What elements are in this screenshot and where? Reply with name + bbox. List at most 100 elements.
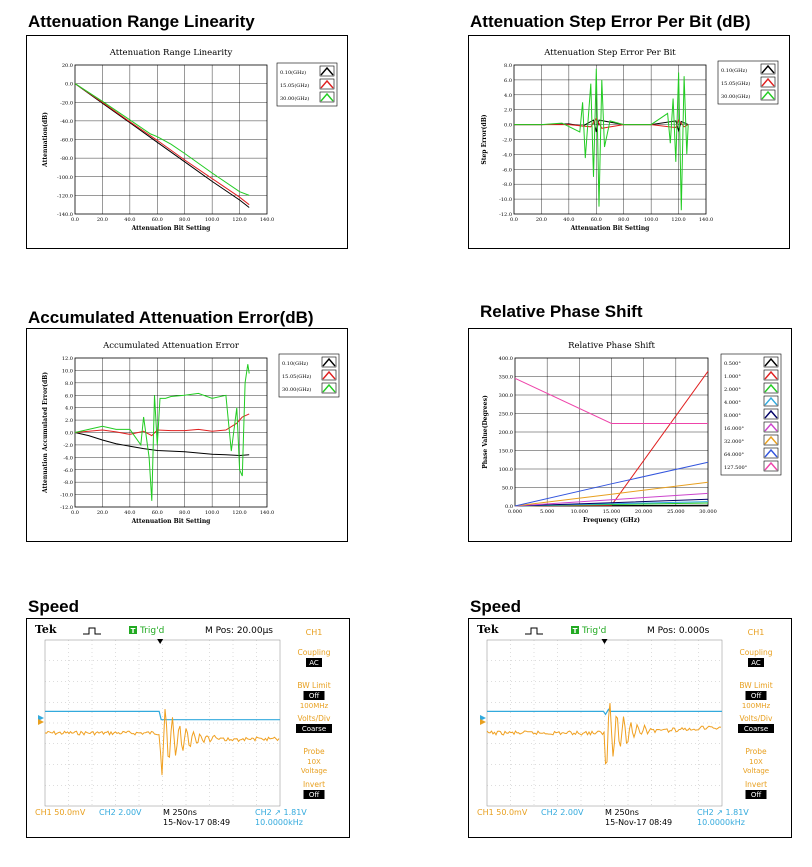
- legend-swatch-box: [321, 356, 337, 368]
- legend: 0.10(GHz) 15.05(GHz) 30.00(GHz): [276, 62, 338, 107]
- trigger-level: CH2 ↗ 1.81V: [255, 808, 307, 817]
- menu-item-value: Off: [751, 791, 762, 799]
- menu-item-label: Invert: [303, 780, 325, 789]
- legend-swatch-box: [321, 382, 337, 394]
- series-line-7: [514, 461, 709, 507]
- menu-item-value: AC: [309, 659, 319, 667]
- menu-item-label: BW Limit: [297, 681, 330, 690]
- timestamp: 15-Nov-17 08:49: [605, 818, 672, 827]
- trigger-freq: 10.0000kHz: [697, 818, 745, 827]
- run-icon: [525, 627, 543, 635]
- legend-swatch-box: [319, 78, 335, 90]
- legend-label: 30.00(GHz): [721, 93, 750, 100]
- legend-swatch: [320, 66, 334, 76]
- series-line-1: [74, 413, 250, 437]
- y-tick-label: 0.0: [65, 431, 73, 437]
- x-tick-label: 120.0: [671, 217, 685, 223]
- legend-swatch: [764, 422, 778, 432]
- legend: 0.500° 1.000° 2.000° 4.000° 8.000° 16.000° 32.…: [720, 353, 782, 476]
- trigger-position-icon: [601, 639, 608, 644]
- y-tick-label: 20.0: [62, 63, 73, 69]
- legend-swatch-box: [763, 460, 779, 472]
- menu-item-value: Off: [309, 791, 320, 799]
- series-line-2: [74, 83, 250, 196]
- series-line-2: [74, 364, 250, 501]
- x-tick-label: 20.0: [536, 217, 547, 223]
- y-tick-label: -8.0: [502, 182, 512, 188]
- trig-status: Trig'd: [581, 626, 606, 636]
- x-tick-label: 80.0: [618, 217, 629, 223]
- y-tick-label: 10.0: [62, 368, 73, 374]
- menu-item-value: 10X: [307, 758, 321, 766]
- y-tick-label: -8.0: [63, 480, 73, 486]
- menu-item-label: Coupling: [739, 648, 772, 657]
- menu-item-value: Voltage: [743, 767, 769, 775]
- menu-value-box[interactable]: [306, 658, 322, 667]
- y-tick-label: -140.0: [57, 212, 73, 218]
- legend-swatch-box: [763, 421, 779, 433]
- x-tick-label: 140.0: [699, 217, 713, 223]
- legend-swatch: [320, 79, 334, 89]
- legend-swatch: [322, 370, 336, 380]
- ch2-scale: CH2 2.00V: [541, 808, 584, 817]
- m-pos: M Pos: 0.000s: [647, 626, 710, 636]
- ch1-waveform: [486, 703, 722, 765]
- legend-label: 30.00(GHz): [282, 386, 311, 393]
- y-tick-label: 0.0: [504, 123, 512, 129]
- scope-right: Tek T Trig'd M Pos: 0.000s CH1 Coupling AC BW L…: [468, 618, 792, 838]
- x-tick-label: 25.000: [667, 509, 685, 515]
- y-tick-label: -100.0: [57, 175, 73, 181]
- chart-title: Attenuation Range Linearity: [109, 48, 233, 58]
- legend: 0.10(GHz) 15.05(GHz) 30.00(GHz): [278, 353, 340, 398]
- section-title-accumulated: Accumulated Attenuation Error(dB): [28, 308, 314, 327]
- x-tick-label: 100.0: [644, 217, 658, 223]
- y-tick-label: 6.0: [65, 393, 73, 399]
- chart-step-error: Attenuation Step Error Per Bit 0.0 20.0 40.…: [468, 35, 790, 249]
- y-tick-label: -4.0: [502, 152, 512, 158]
- y-tick-label: -12.0: [499, 212, 512, 218]
- chart-title: Attenuation Step Error Per Bit: [543, 48, 676, 58]
- x-tick-label: 30.000: [699, 509, 717, 515]
- y-tick-label: 2.0: [504, 108, 512, 114]
- x-tick-label: 140.0: [260, 510, 274, 516]
- y-tick-label: -10.0: [499, 197, 512, 203]
- chart-phase: Relative Phase Shift 0.000 5.000 10.000 15.0…: [468, 328, 792, 542]
- menu-value-box[interactable]: [738, 724, 774, 733]
- x-tick-label: 0.000: [508, 509, 522, 515]
- legend-swatch-box: [321, 369, 337, 381]
- y-tick-label: -2.0: [502, 138, 512, 144]
- y-tick-label: 8.0: [65, 381, 73, 387]
- ch1-marker-icon: [38, 719, 44, 725]
- menu-value-box[interactable]: [745, 691, 767, 700]
- m-pos: M Pos: 20.00µs: [205, 626, 273, 636]
- timebase: M 250ns: [605, 808, 639, 817]
- legend-swatch-box: [763, 395, 779, 407]
- menu-value-box[interactable]: [296, 724, 332, 733]
- legend-swatch-box: [763, 369, 779, 381]
- legend-label: 0.500°: [724, 361, 741, 367]
- legend-label: 64.000°: [724, 452, 744, 458]
- y-tick-label: 300.0: [499, 393, 513, 399]
- x-tick-label: 40.0: [124, 510, 135, 516]
- menu-value-box[interactable]: [745, 790, 767, 799]
- x-tick-label: 100.0: [205, 217, 219, 223]
- legend-swatch: [764, 370, 778, 380]
- y-tick-label: -6.0: [502, 167, 512, 173]
- menu-item-label: Invert: [745, 780, 767, 789]
- legend-swatch: [764, 383, 778, 393]
- x-tick-label: 60.0: [152, 510, 163, 516]
- scope-bg: [27, 619, 349, 837]
- menu-value-box[interactable]: [748, 658, 764, 667]
- legend-swatch: [764, 448, 778, 458]
- x-tick-label: 120.0: [232, 510, 246, 516]
- y-tick-label: -6.0: [63, 468, 73, 474]
- legend-swatch-box: [319, 91, 335, 103]
- legend-swatch-box: [763, 447, 779, 459]
- menu-value-box[interactable]: [303, 790, 325, 799]
- x-tick-label: 20.000: [635, 509, 653, 515]
- legend-swatch-box: [760, 63, 776, 75]
- legend-swatch: [761, 64, 775, 74]
- legend-swatch: [764, 435, 778, 445]
- menu-value-box[interactable]: [303, 691, 325, 700]
- legend-label: 15.05(GHz): [280, 82, 309, 89]
